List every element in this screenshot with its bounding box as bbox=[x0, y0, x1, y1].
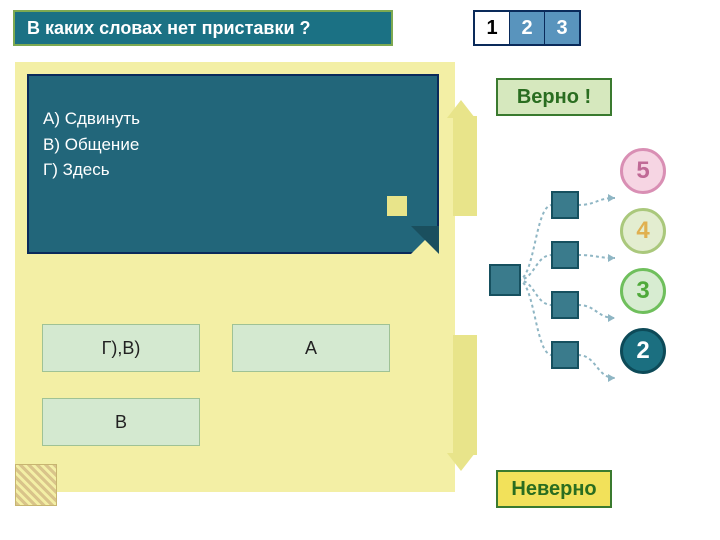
verdict-wrong-label: Неверно bbox=[511, 478, 596, 501]
answer-option-a[interactable]: Г),В) bbox=[42, 324, 200, 372]
answer-label-c: В bbox=[115, 412, 127, 433]
score-bubble-3: 3 bbox=[620, 268, 666, 314]
arrow-up bbox=[453, 116, 477, 216]
decision-tree bbox=[475, 140, 705, 440]
answer-option-b[interactable]: А bbox=[232, 324, 390, 372]
corner-decoration bbox=[15, 464, 57, 506]
question-body: А) Сдвинуть В) Общение Г) Здесь bbox=[27, 74, 439, 254]
step-1[interactable]: 1 bbox=[475, 12, 510, 44]
arrow-up-head-icon bbox=[447, 100, 475, 118]
question-line-2: В) Общение bbox=[43, 132, 423, 158]
score-bubble-4: 4 bbox=[620, 208, 666, 254]
verdict-correct-label: Верно ! bbox=[517, 86, 591, 109]
score-4: 4 bbox=[636, 217, 649, 245]
score-5: 5 bbox=[636, 157, 649, 185]
score-bubble-5: 5 bbox=[620, 148, 666, 194]
step-indicator: 1 2 3 bbox=[473, 10, 581, 46]
question-line-3: Г) Здесь bbox=[43, 157, 423, 183]
answer-label-b: А bbox=[305, 338, 317, 359]
answer-label-a: Г),В) bbox=[102, 338, 141, 359]
arrow-up-segment bbox=[387, 196, 407, 216]
score-bubble-2: 2 bbox=[620, 328, 666, 374]
question-header: В каких словах нет приставки ? bbox=[13, 10, 393, 46]
arrow-down-head-icon bbox=[447, 453, 475, 471]
question-title: В каких словах нет приставки ? bbox=[27, 18, 311, 39]
verdict-correct: Верно ! bbox=[496, 78, 612, 116]
verdict-wrong: Неверно bbox=[496, 470, 612, 508]
score-2: 2 bbox=[636, 337, 649, 365]
step-3[interactable]: 3 bbox=[545, 12, 579, 44]
step-2[interactable]: 2 bbox=[510, 12, 545, 44]
question-line-1: А) Сдвинуть bbox=[43, 106, 423, 132]
answer-option-c[interactable]: В bbox=[42, 398, 200, 446]
arrow-down bbox=[453, 335, 477, 455]
page-curl-icon bbox=[411, 226, 439, 254]
score-3: 3 bbox=[636, 277, 649, 305]
